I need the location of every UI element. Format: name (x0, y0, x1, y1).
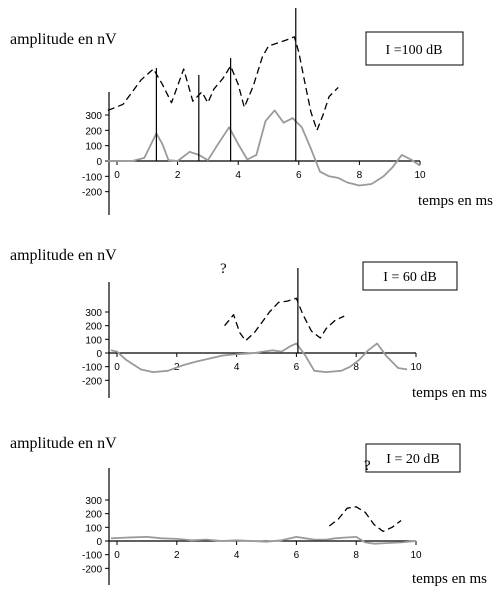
x-tick-label: 8 (353, 550, 359, 561)
y-tick-label: 200 (85, 322, 102, 333)
y-tick-label: -100 (82, 363, 102, 374)
x-tick-label: 8 (353, 362, 359, 373)
x-tick-label: 6 (296, 170, 302, 181)
y-tick-label: 0 (96, 537, 102, 548)
y-tick-label: 200 (85, 126, 102, 137)
x-tick-label: 10 (410, 362, 422, 373)
intensity-box (365, 31, 464, 66)
chart-panel-20db: amplitude en nV I = 20 dB temps en ms ? … (10, 435, 487, 587)
series-line-solid (110, 536, 417, 545)
x-axis-label: temps en ms (412, 571, 487, 587)
x-tick-label: 8 (357, 170, 363, 181)
intensity-label: I = 20 dB (386, 452, 439, 467)
y-tick-label: 0 (96, 349, 102, 360)
series-line-dashed (107, 36, 339, 131)
x-axis-label: temps en ms (412, 385, 487, 401)
series-line-solid (107, 109, 421, 187)
x-tick-label: 0 (114, 550, 120, 561)
intensity-label: I = 60 dB (383, 270, 436, 285)
y-tick-label: 200 (85, 510, 102, 521)
x-tick-label: 4 (234, 362, 240, 373)
y-axis-title: amplitude en nV (10, 31, 117, 48)
x-tick-label: 0 (114, 170, 120, 181)
chart-panel-60db: amplitude en nV I = 60 dB temps en ms ? … (10, 247, 487, 401)
question-mark: ? (364, 458, 371, 474)
y-tick-label: 100 (85, 142, 102, 153)
x-tick-label: 4 (234, 550, 240, 561)
y-tick-label: -200 (82, 564, 102, 575)
x-axis-label: temps en ms (418, 193, 493, 209)
x-tick-label: 10 (410, 550, 422, 561)
intensity-label: I =100 dB (386, 43, 443, 58)
intensity-box (362, 261, 458, 291)
y-tick-label: -200 (82, 188, 102, 199)
y-tick-label: -100 (82, 551, 102, 562)
y-tick-label: -100 (82, 172, 102, 183)
y-tick-label: 300 (85, 111, 102, 122)
x-tick-label: 0 (114, 362, 120, 373)
y-tick-label: 300 (85, 496, 102, 507)
x-tick-label: 2 (175, 170, 181, 181)
question-mark: ? (220, 261, 227, 277)
series-line-solid (110, 342, 408, 373)
x-tick-label: 6 (294, 362, 300, 373)
x-tick-label: 4 (235, 170, 241, 181)
y-axis-title: amplitude en nV (10, 247, 117, 264)
y-tick-label: 300 (85, 308, 102, 319)
y-tick-label: 100 (85, 523, 102, 534)
chart-panel-100db: amplitude en nV I =100 dB temps en ms 0 2… (10, 8, 493, 215)
intensity-box (365, 443, 461, 473)
y-tick-label: -200 (82, 376, 102, 387)
series-line-dashed (328, 506, 402, 533)
y-tick-label: 0 (96, 157, 102, 168)
y-axis-title: amplitude en nV (10, 435, 117, 452)
x-tick-label: 10 (414, 170, 426, 181)
y-tick-label: 100 (85, 335, 102, 346)
x-tick-label: 2 (174, 550, 180, 561)
x-tick-label: 6 (294, 550, 300, 561)
series-line-dashed (224, 297, 345, 342)
